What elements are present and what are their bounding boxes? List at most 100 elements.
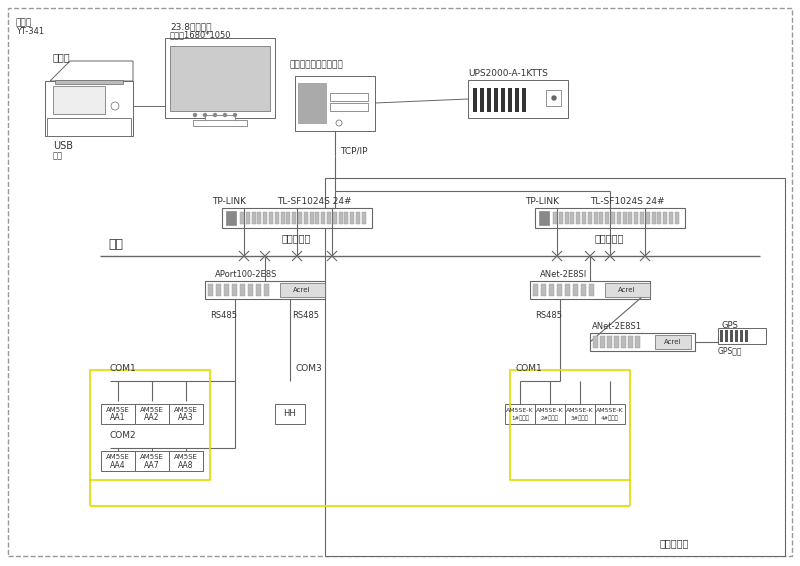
Bar [263,212,267,224]
Text: 3#柜测控: 3#柜测控 [571,415,589,421]
Text: RS485: RS485 [535,311,562,320]
Text: AA7: AA7 [144,461,160,470]
Text: HH: HH [284,409,296,418]
Text: COM1: COM1 [110,364,137,373]
Bar [310,212,314,224]
Bar [468,80,568,118]
Bar [588,212,592,224]
Text: Acrel: Acrel [664,339,682,345]
Bar [298,83,326,123]
Bar [232,284,237,296]
Bar [327,212,331,224]
Bar [193,120,247,126]
Bar [169,404,203,424]
Bar [573,284,578,296]
Bar [508,88,512,112]
Bar [165,38,275,118]
Text: 分辨率1680*1050: 分辨率1680*1050 [170,30,231,39]
Bar [501,88,505,112]
Text: AA1: AA1 [110,414,126,422]
Text: 23.8寸显示器: 23.8寸显示器 [170,22,211,31]
Text: Acrel: Acrel [618,287,636,293]
Bar [635,336,640,348]
Text: AM5SE: AM5SE [174,454,198,460]
Bar [655,335,691,349]
Bar [333,212,337,224]
Text: TL-SF1024S 24#: TL-SF1024S 24# [590,198,665,207]
Bar [725,330,728,342]
Bar [246,212,250,224]
Bar [269,212,273,224]
Text: Acrel: Acrel [294,287,310,293]
Text: AA2: AA2 [144,414,160,422]
Bar [570,212,574,224]
Text: AM5SE-K: AM5SE-K [506,408,534,413]
Text: AA8: AA8 [178,461,194,470]
Bar [557,284,562,296]
Bar [533,284,538,296]
Bar [281,212,285,224]
Bar [576,212,580,224]
Text: AM5SE: AM5SE [140,407,164,413]
Bar [135,404,169,424]
Circle shape [111,102,119,110]
Bar [640,212,644,224]
Text: TP-LINK: TP-LINK [212,198,246,207]
Bar [205,115,235,121]
Bar [546,90,561,106]
Bar [720,330,723,342]
Text: APort100-2E8S: APort100-2E8S [215,270,278,279]
Text: GPS天线: GPS天线 [718,346,742,355]
Bar [344,212,349,224]
Circle shape [336,120,342,126]
Bar [535,208,685,228]
Bar [581,284,586,296]
Text: 公用测控屏: 公用测控屏 [660,538,690,548]
Text: AM5SE-K: AM5SE-K [566,408,594,413]
Bar [539,211,549,225]
Bar [582,212,586,224]
Text: TP-LINK: TP-LINK [525,198,559,207]
Bar [590,333,695,351]
Bar [565,284,570,296]
Bar [505,404,535,424]
Bar [47,118,131,136]
Bar [275,404,305,424]
Bar [617,212,621,224]
Text: AM5SE-K: AM5SE-K [536,408,564,413]
Bar [216,284,221,296]
Bar [651,212,656,224]
Bar [510,370,630,480]
Bar [614,336,619,348]
Polygon shape [50,61,133,81]
Text: 监控系统五防系统主机: 监控系统五防系统主机 [290,60,344,69]
Text: UPS2000-A-1KTTS: UPS2000-A-1KTTS [468,69,548,78]
Bar [248,284,253,296]
Bar [595,404,625,424]
Text: ANet-2E8S1: ANet-2E8S1 [592,322,642,331]
Bar [600,336,605,348]
Text: 2#柜测控: 2#柜测控 [541,415,559,421]
Bar [169,451,203,471]
Bar [251,212,256,224]
Text: COM2: COM2 [110,431,137,440]
Text: 网络交换机: 网络交换机 [282,233,311,243]
Bar [735,330,738,342]
Bar [473,88,477,112]
Bar [338,212,342,224]
Bar [607,336,612,348]
Text: 打印机: 打印机 [53,52,70,62]
Bar [295,76,375,131]
Text: 连接: 连接 [53,152,63,161]
Bar [535,404,565,424]
Bar [606,212,610,224]
Bar [45,81,133,136]
Bar [208,284,213,296]
Bar [494,88,498,112]
Bar [292,212,296,224]
Bar [350,212,354,224]
Circle shape [214,114,217,117]
Bar [362,212,366,224]
Circle shape [552,96,556,100]
Text: COM3: COM3 [295,364,322,373]
